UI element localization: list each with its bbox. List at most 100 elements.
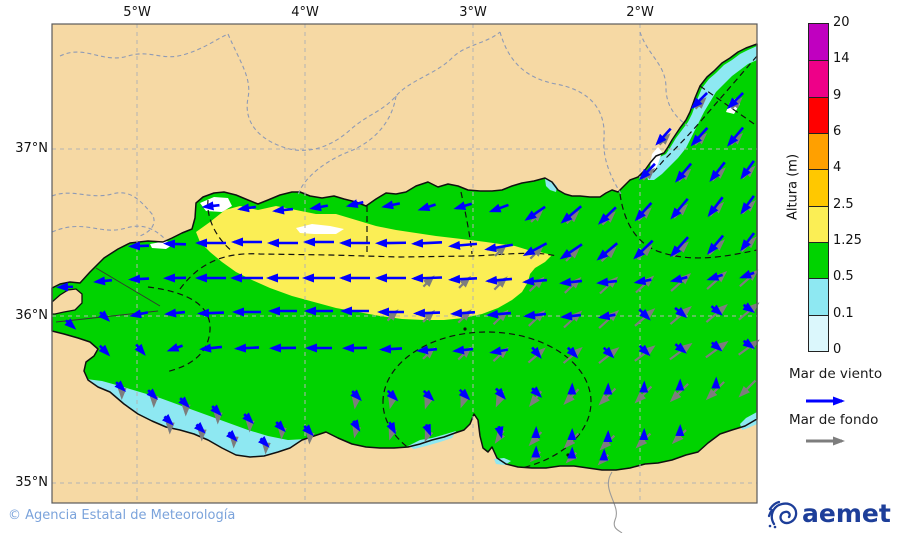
maritime-boundary-7 [147,286,211,373]
mar-de-viento-arrows-arrow [350,419,361,432]
mar-de-viento-arrows-arrow [638,308,651,321]
mar-de-viento-arrows-arrow [670,197,689,220]
admin-boundary-3 [297,95,397,197]
lat-tick-label: 37°N [15,141,48,156]
admin-boundaries [51,31,689,241]
copyright-text: © Agencia Estatal de Meteorología [8,508,236,523]
mar-de-fondo-arrows-arrow [598,387,617,406]
mar-de-viento-arrows-arrow [522,242,548,257]
mar-de-viento-arrows-arrow [201,201,220,211]
mar-de-viento-arrows-arrow [726,92,744,110]
mar-de-viento-arrows-arrow [242,412,254,425]
mar-de-viento-arrows-arrow [597,311,616,321]
coastline [51,43,758,471]
mar-de-viento-arrows-arrow [674,306,688,319]
mar-de-viento-arrows-arrow [710,304,723,316]
mar-de-viento-arrows-arrow [690,126,709,147]
mar-de-viento-arrows-arrow [727,126,745,147]
mar-de-viento-arrows-arrow [345,199,364,209]
aemet-logo-icon [767,500,798,529]
colorbar-segment-1 [809,60,828,97]
mar-de-viento-arrows-arrow [128,241,150,251]
mar-de-viento-arrows-arrow [350,389,362,402]
mar-de-viento-arrows-arrow [458,388,471,401]
mar-de-fondo-arrows-arrow [738,379,757,398]
mar-de-viento-arrows-arrow [486,309,512,319]
mar-de-viento-arrows-arrow [166,343,184,352]
mar-de-viento-arrows-arrow [93,276,113,286]
maritime-boundary-1 [179,252,559,290]
mar-de-viento-arrows-arrow [386,389,399,402]
colorbar [808,23,829,352]
mar-de-viento-arrows-arrow [530,346,542,359]
mar-de-viento-arrows-arrow [453,201,473,211]
aemet-logo: aemet [766,499,891,529]
wave-height-zone-0-1-to-0-5m-1 [646,46,757,180]
mar-de-viento-arrows-arrow [710,340,723,352]
mar-de-viento-arrows-arrow [560,311,582,321]
colorbar-segment-7 [809,278,828,315]
wave-height-zone-1-25-to-2-5m [196,206,552,320]
admin-boundary-6 [51,192,155,237]
mar-de-viento-arrows-arrow [128,274,150,284]
colorbar-segment-8 [809,314,828,351]
mar-de-viento-arrows-arrow [740,232,756,252]
admin-boundary-4 [51,225,167,241]
mar-de-viento-arrows-arrow [669,274,688,284]
mar-de-viento-arrows-arrow [422,389,435,402]
mar-de-viento-arrows-arrow [234,343,260,353]
mar-de-viento-arrows-arrow [597,206,617,225]
mar-de-fondo-arrows-arrow [634,385,653,404]
colorbar-title: Altura (m) [785,153,801,221]
mar-de-viento-arrows-arrow [485,275,513,285]
mar-de-viento-arrows-arrow [413,308,441,318]
mar-de-viento-arrows-arrow [411,273,443,283]
country-border-0 [607,471,623,533]
mar-de-viento-arrows-arrow [448,274,478,284]
mar-de-viento-arrows-arrow [197,308,225,318]
mar-de-viento-arrows-arrow [129,309,149,319]
mar-de-viento-arrows-arrow [411,238,443,248]
colorbar-tick-label: 6 [833,124,842,139]
mar-de-viento-arrows-arrow [98,344,111,357]
mar-de-viento-arrows-arrow [707,234,725,255]
mar-de-viento-arrows-arrow [164,308,186,318]
lon-tick-label: 4°W [291,5,319,20]
mar-de-viento-arrows-arrow [98,310,111,322]
admin-boundary-5 [639,31,689,127]
mar-de-viento-arrows-arrow [602,346,615,359]
mar-de-viento-arrows-arrow [742,338,755,349]
mar-de-viento-arrows-arrow [302,424,314,437]
colorbar-tick-label: 9 [833,87,842,103]
mar-de-viento-arrows-arrow [309,202,329,212]
mar-de-viento-arrows-arrow [522,276,548,286]
mar-de-fondo-arrows-arrow [705,381,725,401]
mar-de-viento-arrows-arrow [257,435,270,448]
mar-de-viento-arrows-arrow [422,423,432,437]
mar-de-viento-arrows-arrow [134,343,146,356]
islet-1 [566,453,570,457]
maritime-boundary-3 [460,191,473,255]
mar-de-viento-arrows-arrow [638,344,651,357]
mar-de-viento-arrows-arrow [210,404,222,417]
mar-de-viento-arrows-arrow [178,396,190,409]
colorbar-segment-3 [809,132,828,170]
lat-tick-label: 36°N [15,308,48,323]
colorbar-segment-4 [809,169,828,206]
mar-de-viento-arrows-arrow [488,203,509,213]
colorbar-segment-5 [809,205,828,242]
mar-de-viento-arrows-arrow [489,346,509,356]
mar-de-viento-arrows-arrow [674,342,687,354]
mar-de-viento-arrows-arrow [524,205,546,221]
mar-de-viento-arrows-arrow [450,308,476,318]
mar-de-viento-arrows-arrow [709,161,726,183]
mar-de-viento-arrows-arrow [559,277,583,287]
mar-de-viento-arrows-arrow [633,276,652,286]
mar-de-viento-arrows-arrow [655,127,672,146]
mar-de-viento-arrows-arrow [566,346,579,359]
no-data-patch-1 [296,224,344,234]
lon-tick-label: 3°W [459,5,487,20]
mar-de-viento-arrows-arrow [596,277,618,287]
lon-tick-label: 5°W [123,5,151,20]
